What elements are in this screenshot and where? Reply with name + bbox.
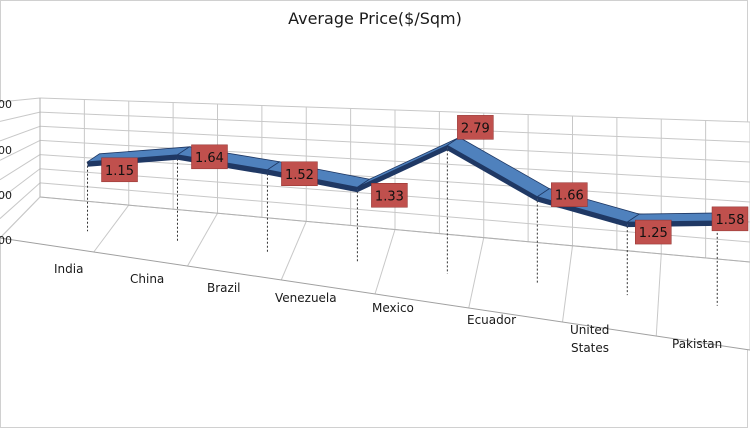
chart-title: Average Price($/Sqm) <box>288 9 462 28</box>
data-label-box <box>101 157 138 183</box>
data-label-box <box>711 206 749 232</box>
data-label-box <box>551 182 588 207</box>
floor-gridline <box>374 229 396 295</box>
data-label-box <box>635 219 672 245</box>
data-label-box <box>281 161 318 187</box>
floor-back-edge <box>39 196 750 263</box>
data-label: 1.66 <box>555 189 584 204</box>
floor-gridline <box>655 253 662 337</box>
data-label-box <box>457 115 494 140</box>
floor-gridline <box>468 237 485 309</box>
floor-gridline <box>280 221 307 281</box>
side-wall-gridline <box>0 125 41 142</box>
data-label: 1.64 <box>195 151 224 166</box>
data-label: 1.52 <box>285 168 314 183</box>
side-wall-gridline <box>0 154 41 181</box>
side-wall-gridline <box>0 111 41 122</box>
side-wall-gridline <box>0 139 41 161</box>
floor-gridline <box>562 245 573 323</box>
data-label: 1.15 <box>105 164 134 179</box>
data-label: 1.58 <box>716 213 745 228</box>
y-tick-label: 00 <box>0 144 12 157</box>
category-label: United States <box>570 323 609 355</box>
ribbon-side-segment <box>447 145 538 202</box>
floor-gridline <box>0 196 41 239</box>
y-tick-label: 00 <box>0 98 12 111</box>
category-label: China <box>130 272 164 286</box>
category-label-line: United <box>570 323 609 337</box>
data-label: 2.79 <box>461 121 490 136</box>
data-label-box <box>191 144 228 170</box>
floor-gridline <box>93 204 130 253</box>
floor-gridline <box>187 213 218 267</box>
data-label-box <box>371 183 408 208</box>
side-wall-gridline <box>0 182 41 219</box>
side-wall <box>0 98 40 238</box>
category-label: Brazil <box>207 281 241 295</box>
category-label: Venezuela <box>275 291 337 305</box>
y-tick-label: 00 <box>0 189 12 202</box>
floor-front-edge <box>0 237 750 351</box>
category-label: India <box>54 262 83 276</box>
side-wall-gridline <box>0 168 41 200</box>
floor <box>0 197 750 350</box>
y-tick-label: 00 <box>0 234 12 247</box>
category-label: Pakistan <box>672 337 722 351</box>
ribbon-side-segment <box>357 145 448 193</box>
category-label: Ecuador <box>467 313 516 327</box>
category-label-line: States <box>571 341 609 355</box>
category-label: Mexico <box>372 301 414 315</box>
side-wall-gridline <box>0 97 41 103</box>
data-label: 1.25 <box>639 226 668 241</box>
data-label: 1.33 <box>375 189 404 204</box>
